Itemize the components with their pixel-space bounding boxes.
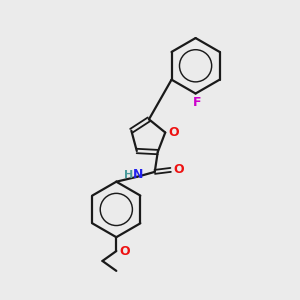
Text: F: F — [193, 96, 202, 109]
Text: O: O — [119, 244, 130, 258]
Text: H: H — [124, 170, 134, 180]
Text: N: N — [133, 168, 143, 182]
Text: O: O — [169, 126, 179, 139]
Text: O: O — [173, 164, 184, 176]
